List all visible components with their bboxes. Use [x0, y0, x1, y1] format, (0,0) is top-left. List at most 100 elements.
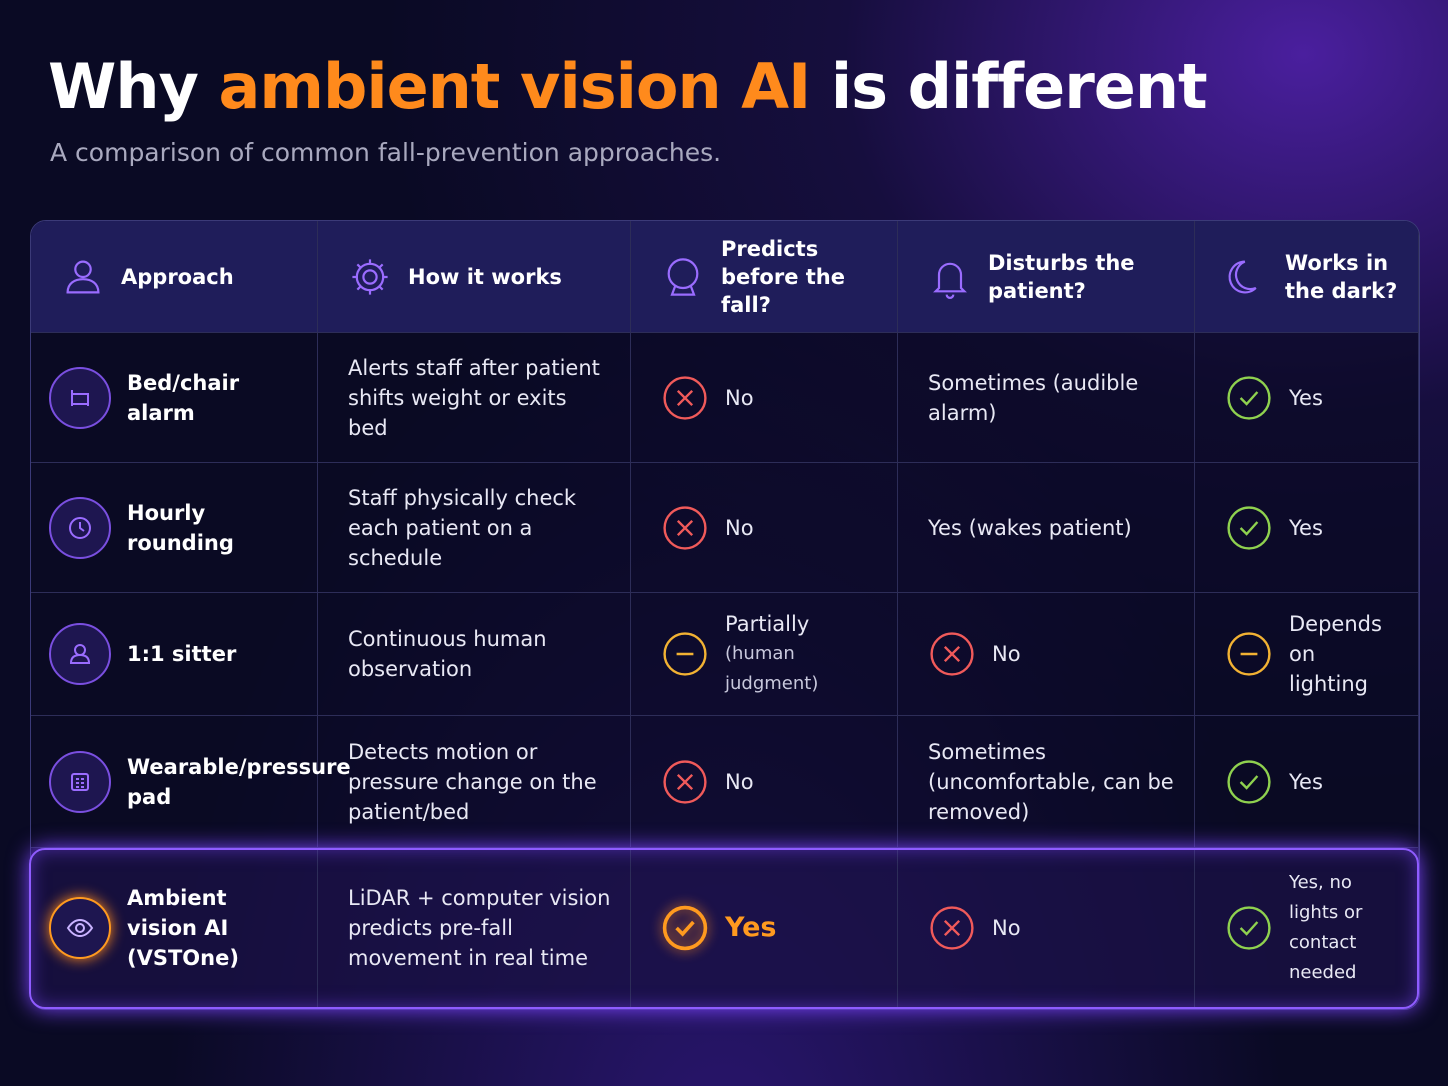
- status-text: Partially: [725, 612, 810, 636]
- header-text: Disturbs the patient?: [988, 250, 1135, 303]
- status-icon: [663, 759, 707, 804]
- predicts-cell: No: [631, 463, 898, 593]
- column-header: Works in the dark?: [1195, 221, 1419, 333]
- approach-icon: [49, 750, 111, 813]
- dark-cell: Yes: [1195, 333, 1419, 463]
- how-cell: Staff physically check each patient on a…: [318, 463, 631, 593]
- status-icon: [1227, 632, 1271, 676]
- title-text: is different: [830, 50, 1208, 123]
- approach-name: 1:1 sitter: [127, 642, 237, 666]
- subtitle: A comparison of common fall-prevention a…: [50, 138, 722, 167]
- status-icon: [663, 505, 707, 550]
- row-icon: [66, 918, 94, 938]
- status-icon: [930, 906, 974, 950]
- status-icon: [663, 375, 707, 420]
- how-cell: Detects motion or pressure change on the…: [318, 716, 631, 848]
- status-icon: [930, 632, 974, 676]
- status-icon: [1227, 375, 1271, 420]
- title-text: Why: [48, 50, 199, 123]
- status-text-group: Yes: [725, 913, 776, 943]
- status-icon: [663, 632, 707, 676]
- status-text-group: No: [992, 913, 1021, 943]
- how-text: Staff physically check each patient on a…: [348, 485, 577, 570]
- status-text: Yes (wakes patient): [928, 515, 1132, 540]
- approach-icon: [49, 623, 111, 685]
- status-text-group: No: [725, 383, 754, 413]
- status-icon: [662, 905, 708, 951]
- status-text-group: Sometimes (uncomfortable, can be removed…: [928, 737, 1176, 827]
- approach-cell: Bed/chair alarm: [31, 333, 318, 463]
- disturbs-cell: Sometimes (audible alarm): [898, 333, 1195, 463]
- approach-icon: [49, 496, 111, 559]
- disturbs-cell: No: [898, 593, 1195, 716]
- header-icon: [667, 257, 699, 296]
- header-text: Approach: [121, 264, 234, 289]
- how-cell: Continuous human observation: [318, 593, 631, 716]
- status-text: Yes: [725, 912, 777, 943]
- status-text-group: Yes, no lights or contact needed: [1289, 868, 1400, 988]
- status-text: Yes: [1289, 385, 1323, 410]
- how-cell: LiDAR + computer vision predicts pre-fal…: [318, 848, 631, 1009]
- disturbs-cell: Yes (wakes patient): [898, 463, 1195, 593]
- status-text: No: [725, 515, 754, 540]
- header-text: Works in the dark?: [1285, 250, 1398, 303]
- status-text-group: Depends on lighting: [1289, 609, 1400, 699]
- disturbs-cell: Sometimes (uncomfortable, can be removed…: [898, 716, 1195, 848]
- how-text: Alerts staff after patient shifts weight…: [348, 355, 600, 440]
- status-text: Yes, no lights or contact needed: [1289, 872, 1363, 983]
- header-icon: [352, 258, 388, 295]
- status-icon: [1227, 505, 1271, 550]
- header-text: Predicts before the fall?: [721, 236, 845, 317]
- status-text: Sometimes (uncomfortable, can be removed…: [928, 739, 1174, 824]
- dark-cell: Yes, no lights or contact needed: [1195, 848, 1419, 1009]
- status-icon: [1227, 759, 1271, 804]
- header-text: How it works: [408, 264, 562, 289]
- status-note: (human judgment): [725, 643, 819, 694]
- column-header: Disturbs the patient?: [898, 221, 1195, 333]
- column-header: Approach: [31, 221, 318, 333]
- title-highlight: ambient vision AI: [218, 50, 812, 123]
- status-text-group: No: [725, 767, 754, 797]
- comparison-table: Approach How it works Predicts before the …: [30, 220, 1420, 1010]
- approach-cell: Hourly rounding: [31, 463, 318, 593]
- header-icon: [933, 262, 967, 299]
- column-header: Predicts before the fall?: [631, 221, 898, 333]
- status-text: No: [725, 769, 754, 794]
- status-text-group: No: [725, 513, 754, 543]
- status-text: No: [725, 385, 754, 410]
- approach-name: Hourly rounding: [127, 500, 234, 555]
- header-icon: [1228, 260, 1257, 293]
- predicts-cell: Yes: [631, 848, 898, 1009]
- predicts-cell: No: [631, 716, 898, 848]
- dark-cell: Depends on lighting: [1195, 593, 1419, 716]
- status-text: No: [992, 642, 1021, 666]
- status-text-group: Yes (wakes patient): [928, 513, 1132, 543]
- row-icon: [69, 516, 91, 539]
- status-text: Sometimes (audible alarm): [928, 370, 1139, 425]
- status-text-group: Sometimes (audible alarm): [928, 368, 1176, 428]
- status-text-group: Partially (human judgment): [725, 609, 879, 699]
- approach-icon: [49, 366, 111, 429]
- approach-cell: Ambient vision AI (VSTOne): [31, 848, 318, 1009]
- how-text: Continuous human observation: [348, 627, 547, 681]
- dark-cell: Yes: [1195, 716, 1419, 848]
- header-icon: [66, 260, 100, 293]
- row-icon: [69, 644, 91, 664]
- predicts-cell: No: [631, 333, 898, 463]
- row-icon: [71, 772, 89, 791]
- status-text: Yes: [1289, 515, 1323, 540]
- status-text: Yes: [1289, 769, 1323, 794]
- approach-name: Ambient vision AI (VSTOne): [127, 886, 239, 970]
- status-text-group: No: [992, 639, 1021, 669]
- status-text-group: Yes: [1289, 383, 1323, 413]
- approach-icon: [49, 897, 111, 959]
- row-icon: [71, 389, 89, 406]
- dark-cell: Yes: [1195, 463, 1419, 593]
- approach-cell: Wearable/pressure pad: [31, 716, 351, 848]
- how-text: Detects motion or pressure change on the…: [348, 739, 597, 824]
- status-text: Depends on lighting: [1289, 612, 1382, 696]
- how-cell: Alerts staff after patient shifts weight…: [318, 333, 631, 463]
- title: Why ambient vision AI is different: [48, 50, 1208, 123]
- status-text-group: Yes: [1289, 513, 1323, 543]
